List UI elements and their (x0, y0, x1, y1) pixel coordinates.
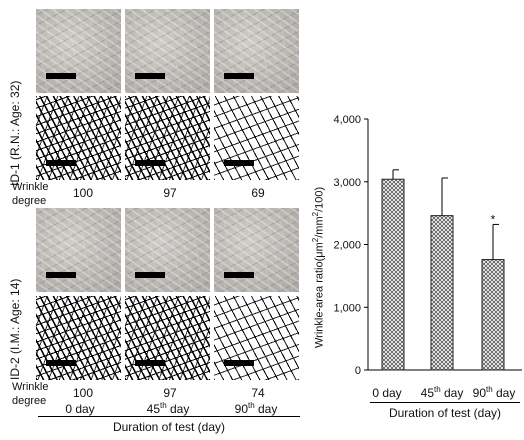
id1-day0-binary (36, 96, 121, 180)
scale-bar (224, 360, 254, 366)
bar-2 (481, 259, 505, 371)
wrinkle-label-line1: Wrinkle (12, 381, 49, 393)
id1-wrinkle-day90: 69 (251, 186, 265, 200)
left-day-label-45: 45th day (146, 401, 190, 416)
significance-mark-2: * (491, 212, 496, 226)
id2-wrinkle-day45: 97 (163, 386, 177, 400)
id1-day0-photo (36, 9, 121, 93)
scale-bar (135, 360, 165, 366)
left-day-label-90: 90th day (234, 401, 278, 416)
scale-bar (224, 160, 254, 166)
x-axis-label: Duration of test (day) (388, 406, 502, 420)
bar-0 (381, 178, 405, 371)
wrinkle-label-line1: Wrinkle (12, 181, 49, 193)
scale-bar (224, 272, 254, 278)
wrinkle-label-line2: degree (12, 195, 47, 207)
id2-day0-photo (36, 208, 121, 292)
left-duration-label: Duration of test (day) (112, 420, 226, 434)
id2-label: ID-2 (I.M.: Age: 14) (8, 278, 22, 380)
id2-wrinkle-day0: 100 (72, 386, 94, 400)
id2-day90-binary (214, 296, 299, 380)
right-axis-divider (370, 402, 520, 403)
scale-bar (46, 160, 76, 166)
x-tick-label-0: 0 day (372, 386, 402, 400)
id2-day0-binary (36, 296, 121, 380)
y-tick-label: 4,000 (333, 114, 361, 126)
scale-bar (46, 272, 76, 278)
scale-bar (224, 73, 254, 79)
scale-bar (46, 360, 76, 366)
x-tick-label-2: 90th day (472, 385, 516, 400)
id2-day90-photo (214, 208, 299, 292)
y-tick-label: 1,000 (333, 302, 361, 314)
scale-bar (135, 73, 165, 79)
id1-label: ID-1 (R.N.: Age: 32) (8, 80, 22, 186)
id1-day90-binary (214, 96, 299, 180)
id2-day45-binary (125, 296, 210, 380)
id1-wrinkle-day45: 97 (163, 186, 177, 200)
y-axis-label: Wrinkle-area ratio(μm2/mm2/100) (311, 186, 326, 348)
id2-wrinkle-day90: 74 (251, 386, 265, 400)
wrinkle-label-line2: degree (12, 395, 47, 407)
scale-bar (46, 73, 76, 79)
left-day-label-0: 0 day (65, 402, 95, 416)
id1-day45-binary (125, 96, 210, 180)
id1-day45-photo (125, 9, 210, 93)
id2-day45-photo (125, 208, 210, 292)
x-tick-label-1: 45th day (420, 385, 464, 400)
id1-day90-photo (214, 9, 299, 93)
scale-bar (135, 272, 165, 278)
left-axis-divider (38, 416, 300, 417)
y-tick-label: 2,000 (333, 240, 361, 252)
scale-bar (135, 160, 165, 166)
bar-1 (430, 215, 454, 371)
id1-wrinkle-day0: 100 (72, 186, 94, 200)
y-tick-label: 3,000 (333, 177, 361, 189)
y-tick-label: 0 (355, 365, 361, 377)
